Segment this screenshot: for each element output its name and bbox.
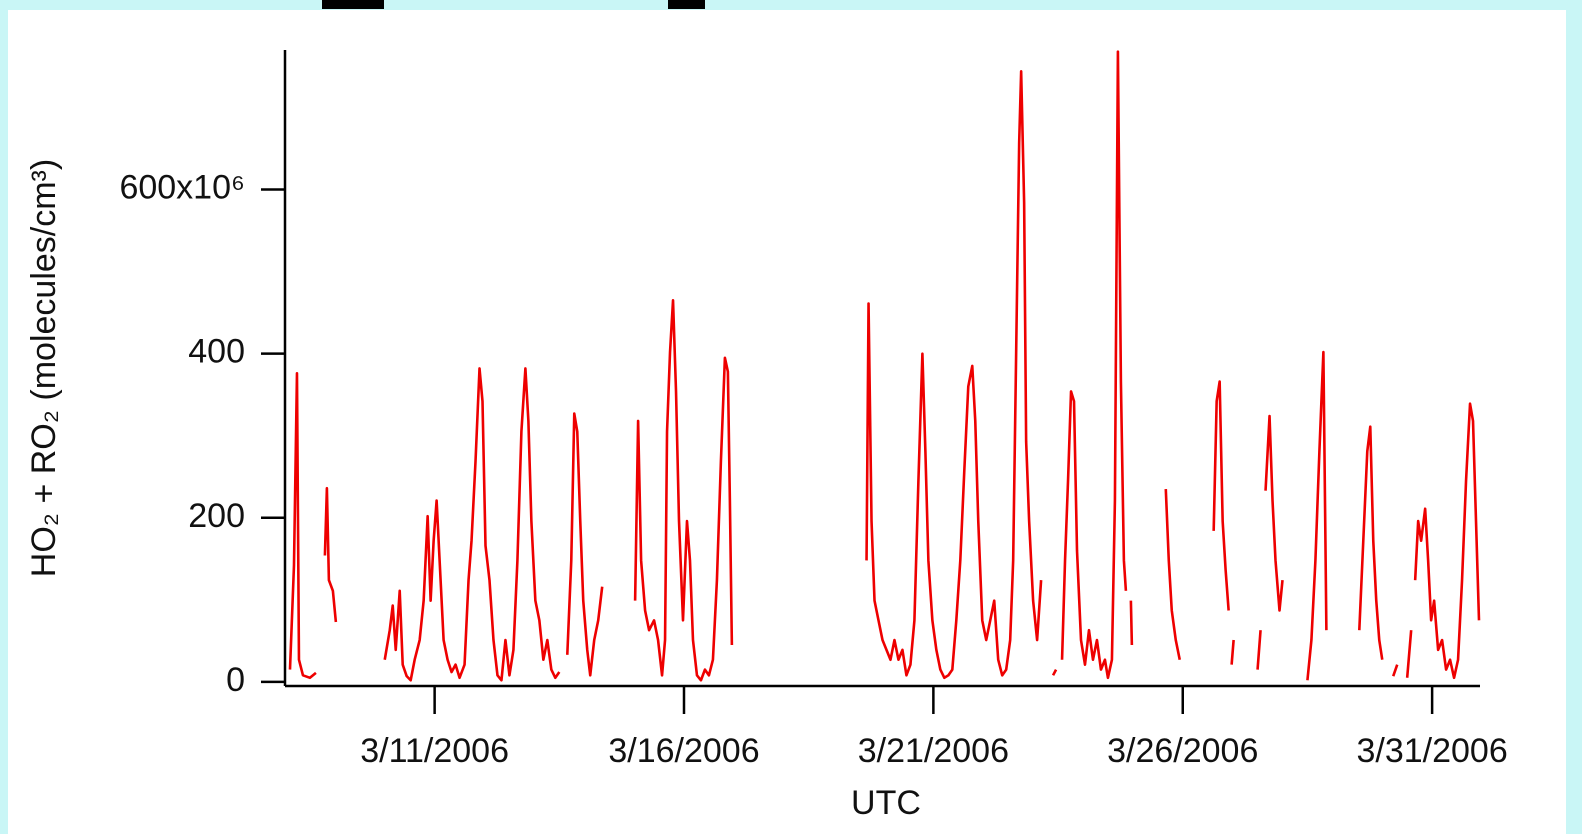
- decoration: [668, 0, 705, 9]
- decoration: [322, 0, 384, 9]
- x-tick-label: 3/31/2006: [1356, 732, 1507, 770]
- y-axis-title: HO₂ + RO₂ (molecules/cm³): [25, 159, 63, 577]
- x-tick-label: 3/11/2006: [360, 732, 509, 770]
- y-tick-label: 200: [188, 497, 245, 535]
- y-tick-label: 600x10⁶: [119, 168, 245, 206]
- plot-background: [8, 10, 1566, 834]
- data-line: [288, 50, 1481, 682]
- x-tick-label: 3/26/2006: [1107, 732, 1258, 770]
- y-tick-label: 0: [226, 661, 245, 699]
- x-axis-title: UTC: [851, 784, 921, 822]
- x-tick-label: 3/16/2006: [608, 732, 759, 770]
- x-tick-label: 3/21/2006: [858, 732, 1009, 770]
- y-tick-label: 400: [188, 333, 245, 371]
